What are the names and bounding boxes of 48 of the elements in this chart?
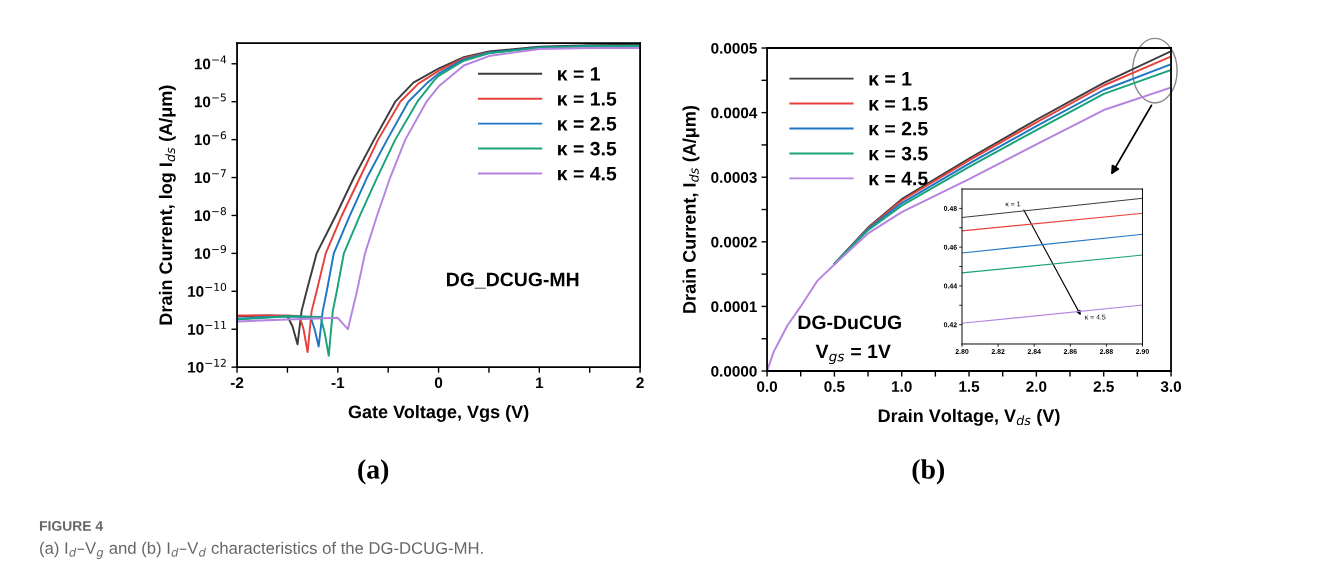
y-tick-label: 10$^{−5}$ — [194, 93, 226, 108]
x-tick-label: 2.5 — [1093, 381, 1114, 392]
x-tick-label: 0.5 — [824, 381, 845, 392]
x-tick-label: 2.0 — [1026, 381, 1047, 392]
y-tick-label: 10$^{−9}$ — [194, 245, 227, 259]
legend-label: κ = 1.5 — [558, 92, 617, 106]
y-tick-label: 0.0002 — [711, 236, 757, 248]
legend-label: κ = 1.5 — [869, 97, 928, 111]
x-tick-label: 0.0 — [757, 381, 778, 392]
y-tick-label: 10$^{−8}$ — [194, 207, 227, 222]
y-tick-label: 10$^{−7}$ — [194, 169, 226, 184]
x-axis-title: Gate Voltage, Vgs (V) — [348, 404, 529, 422]
legend-label: κ = 4.5 — [558, 166, 617, 181]
x-tick-label: 1.5 — [959, 381, 980, 392]
legend-label: κ = 2.5 — [869, 121, 928, 136]
y-tick-label: 10$^{−4}$ — [194, 55, 227, 70]
annotation: DG_DCUG-MH — [446, 272, 579, 289]
legend-label: κ = 2.5 — [558, 116, 617, 131]
x-tick-label: -1 — [331, 377, 345, 388]
x-tick-label: 2 — [636, 377, 644, 388]
y-tick-label: 0.0000 — [711, 365, 757, 377]
y-tick-label: 10$^{−6}$ — [194, 131, 227, 146]
legend-label: κ = 1 — [869, 72, 912, 86]
annotation: V$_{gs}$ = 1V — [815, 344, 891, 365]
x-tick-label: 1.0 — [892, 381, 912, 392]
caption: FIGURE 4 — [39, 521, 104, 531]
legend-label: κ = 1 — [558, 67, 601, 81]
y-tick-label: 10$^{−12}$ — [188, 358, 226, 373]
y-tick-label: 0.0001 — [711, 301, 757, 313]
x-tick-label: 0 — [434, 377, 443, 389]
x-tick-label: 3.0 — [1160, 381, 1182, 392]
text: (a) I$_{d}$–V$_{g}$ and (b) I$_{d}$–V$_{d}$ characteristics of the DG-DCUG-MH. — [40, 541, 483, 559]
text: (b) — [912, 459, 945, 485]
legend-label: κ = 3.5 — [558, 141, 617, 156]
legend-label: κ = 3.5 — [869, 146, 928, 161]
y-tick-label: 0.0004 — [711, 107, 758, 119]
y-tick-label: 10$^{−10}$ — [188, 282, 227, 297]
x-tick-label: 1 — [536, 377, 544, 388]
y-axis-title: Drain Current, I$_{ds}$ (A/μm) — [682, 105, 700, 313]
y-tick-label: 0.0005 — [711, 42, 757, 54]
legend-label: κ = 4.5 — [869, 171, 928, 186]
x-tick-label: -2 — [230, 377, 244, 388]
text: (a) — [358, 459, 389, 485]
x-axis-title: Drain Voltage, V$_{ds}$ (V) — [878, 408, 1060, 426]
annotation: DG-DuCUG — [798, 315, 901, 330]
y-axis-title: Drain Current, log I$_{ds}$ (A/μm) — [158, 85, 176, 325]
y-tick-label: 0.0003 — [711, 172, 757, 183]
y-tick-label: 10$^{−11}$ — [188, 321, 226, 335]
